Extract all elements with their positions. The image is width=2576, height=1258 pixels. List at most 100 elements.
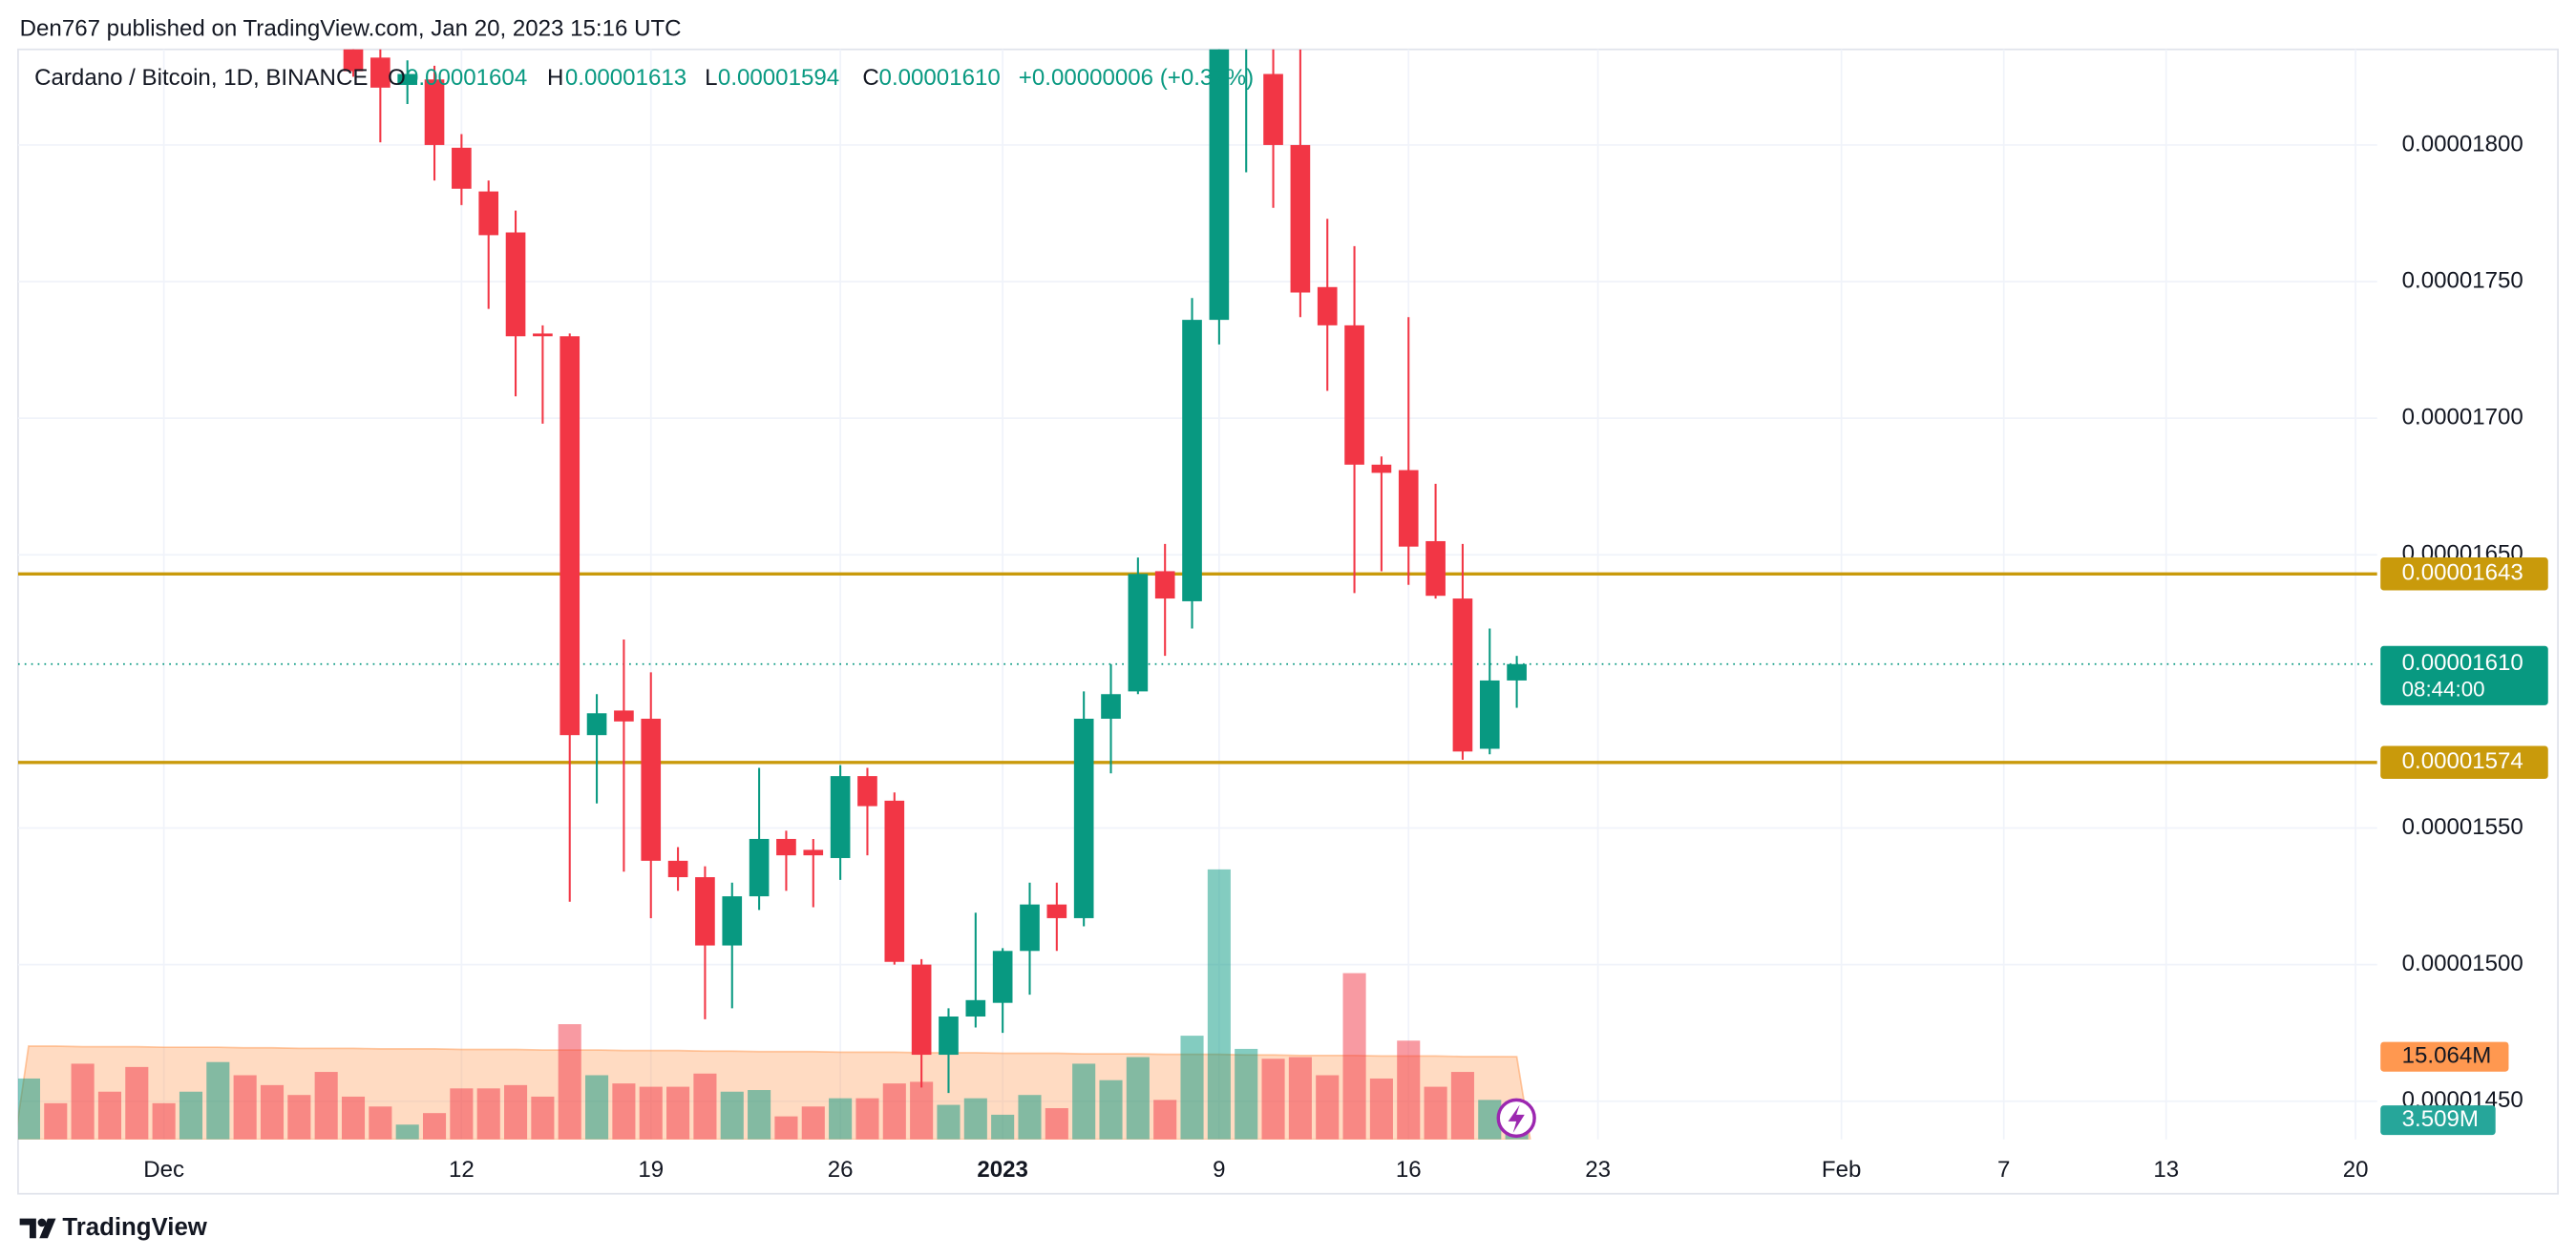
candle-body <box>1425 540 1446 597</box>
grid <box>17 49 2377 1140</box>
ohlc-value: 0.00001594 <box>718 65 839 91</box>
volume-bar <box>233 1075 257 1140</box>
candle-body <box>1479 680 1500 749</box>
volume-ma-tag-label: 15.064M <box>2402 1043 2492 1069</box>
candle-body <box>1073 719 1094 918</box>
volume-bar <box>639 1086 663 1140</box>
volume-bar <box>1235 1048 1258 1140</box>
plot-area <box>17 49 2377 1140</box>
volume-bar <box>44 1102 68 1140</box>
volume-bar <box>1126 1057 1150 1140</box>
candle-body <box>1507 663 1527 681</box>
volume-bar <box>910 1081 934 1140</box>
volume-bar <box>585 1075 609 1140</box>
volume-bar <box>152 1102 176 1140</box>
candle-body <box>397 73 418 85</box>
volume-bar <box>287 1095 311 1140</box>
y-tick-label: 0.00001700 <box>2402 405 2523 430</box>
candle-body <box>641 719 662 861</box>
candle-body <box>1317 286 1338 325</box>
volume-bar <box>882 1083 906 1140</box>
change-value: +0.00000006 (+0.37%) <box>1019 65 1254 91</box>
volume-ma-tag <box>2380 1041 2509 1072</box>
volume-bar <box>17 1078 40 1140</box>
header-legend: Cardano / Bitcoin, 1D, BINANCE O 0.00001… <box>34 65 1254 91</box>
volume-bar <box>1397 1040 1421 1140</box>
candle-body <box>1371 464 1392 473</box>
volume-bar <box>1153 1100 1177 1140</box>
volume-bar <box>720 1091 744 1140</box>
candle-body <box>667 860 688 878</box>
x-tick-label: 20 <box>2343 1157 2369 1183</box>
candle-body <box>1101 694 1121 720</box>
volume-bar <box>612 1083 636 1140</box>
volume-bar <box>748 1090 771 1140</box>
candle-body <box>965 999 986 1017</box>
candle-body <box>1452 598 1473 752</box>
candle-body <box>776 838 796 856</box>
volume-bar <box>1288 1057 1312 1140</box>
candle-body <box>1398 470 1419 547</box>
volume-bar <box>937 1104 961 1140</box>
current-price-label: 0.00001610 <box>2402 650 2523 676</box>
brand-name: TradingView <box>62 1214 207 1241</box>
candle-body <box>695 877 715 946</box>
level-tag <box>2380 557 2548 591</box>
volume-bar <box>179 1091 203 1140</box>
volume-bar <box>1045 1108 1068 1140</box>
ohlc-value: 0.00001613 <box>565 65 686 91</box>
volume-bar <box>1450 1072 1474 1140</box>
candle-body <box>1128 574 1149 692</box>
volume-bar <box>504 1084 528 1140</box>
level-tag-label: 0.00001643 <box>2402 560 2523 586</box>
x-tick-label: 26 <box>828 1157 854 1183</box>
volume-bar <box>829 1098 853 1140</box>
x-tick-label: Feb <box>1822 1157 1861 1183</box>
candle-body <box>1344 325 1364 465</box>
current-price-tag <box>2380 645 2548 705</box>
ohlc-label: H <box>547 65 563 91</box>
candle-body <box>830 776 851 858</box>
volume-bar <box>125 1066 149 1140</box>
volume-bar <box>531 1096 555 1140</box>
candle-body <box>884 800 905 962</box>
x-tick-label: 12 <box>449 1157 475 1183</box>
chart-frame <box>17 48 2559 1195</box>
candle-body <box>560 336 581 736</box>
volume-bar <box>341 1096 366 1140</box>
candle-body <box>749 838 770 897</box>
volume-bar <box>314 1072 338 1140</box>
x-tick-label: 9 <box>1213 1157 1225 1183</box>
volume-bar <box>693 1073 717 1140</box>
candle-body <box>857 776 877 807</box>
x-tick-label: 19 <box>638 1157 664 1183</box>
level-tag <box>2380 745 2548 780</box>
candle-body <box>1154 571 1175 599</box>
ohlc-value: 0.00001610 <box>879 65 1001 91</box>
volume-ma-area <box>17 1045 1531 1140</box>
volume-bar <box>395 1124 419 1140</box>
volume-bar <box>97 1091 122 1140</box>
ohlc-label: C <box>862 65 878 91</box>
candle-body <box>939 1016 959 1056</box>
volume-bar <box>666 1086 690 1140</box>
volume-bar <box>1369 1078 1393 1140</box>
x-tick-label: 2023 <box>977 1157 1028 1183</box>
candle-body <box>614 710 634 722</box>
volume-bar <box>476 1088 500 1140</box>
volume-bar <box>1261 1059 1285 1140</box>
volume-bar <box>1316 1075 1340 1140</box>
x-tick-label: 16 <box>1396 1157 1422 1183</box>
volume-bar <box>1180 1036 1204 1140</box>
volume-bar <box>206 1061 230 1140</box>
volume-bar <box>1099 1080 1123 1140</box>
published-note: Den767 published on TradingView.com, Jan… <box>20 15 682 41</box>
volume-bar <box>260 1084 285 1140</box>
candle-body <box>505 232 526 337</box>
volume-tag <box>2380 1105 2496 1136</box>
candle-body <box>533 333 553 337</box>
candle-body <box>478 191 499 236</box>
